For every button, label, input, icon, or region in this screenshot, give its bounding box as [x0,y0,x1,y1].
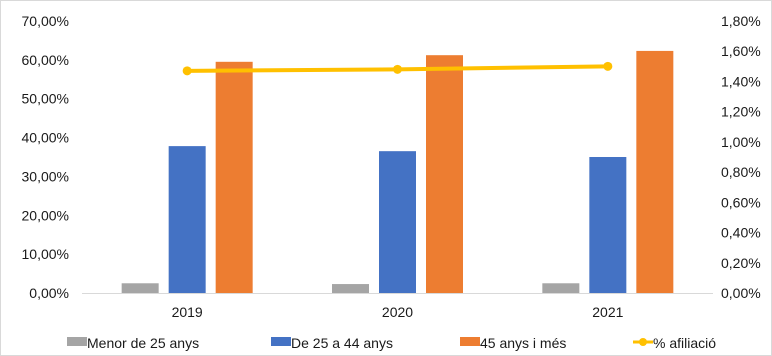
y-right-tick-label: 1,40% [721,73,761,89]
x-tick-label: 2020 [382,304,413,320]
y-right-tick-label: 1,60% [721,43,761,59]
y-left-tick-label: 70,00% [22,13,69,29]
bar-mes45-2019 [215,61,253,293]
y-right-tick-label: 1,80% [721,13,761,29]
legend-label: % afiliació [653,335,716,351]
y-right-tick-label: 0,80% [721,164,761,180]
bar-de25a44-2020 [379,151,416,293]
legend-label: De 25 a 44 anys [291,335,393,351]
y-left-tick-label: 20,00% [22,207,69,223]
legend-label: Menor de 25 anys [87,335,199,351]
y-right-tick-label: 1,20% [721,104,761,120]
y-right-tick-label: 0,20% [721,255,761,271]
y-left-tick-label: 30,00% [22,168,69,184]
y-left-tick-label: 10,00% [22,246,69,262]
y-left-tick-label: 0,00% [29,285,69,301]
point-afiliacio-2019 [182,66,192,76]
y-right-tick-label: 0,40% [721,225,761,241]
y-right-tick-label: 0,60% [721,194,761,210]
bar-mes45-2021 [636,50,674,293]
bar-mes45-2020 [426,55,463,293]
x-tick-label: 2021 [592,304,623,320]
y-left-tick-label: 60,00% [22,52,69,68]
legend-label: 45 anys i més [480,335,566,351]
y-left-tick-label: 50,00% [22,91,69,107]
bar-menor25-2021 [542,283,580,293]
bar-menor25-2020 [332,284,369,293]
bar-de25a44-2019 [168,146,206,293]
legend-marker-afiliacio [639,338,647,346]
bar-menor25-2019 [121,283,159,293]
y-right-tick-label: 1,00% [721,134,761,150]
y-left-tick-label: 40,00% [22,130,69,146]
y-right-tick-label: 0,00% [721,285,761,301]
legend-swatch-menor25 [67,337,87,346]
point-afiliacio-2020 [393,64,402,74]
point-afiliacio-2021 [603,61,613,71]
legend-swatch-mes45 [460,337,480,346]
bar-de25a44-2021 [589,157,627,293]
legend-swatch-de25a44 [271,337,291,346]
x-tick-label: 2019 [172,304,203,320]
